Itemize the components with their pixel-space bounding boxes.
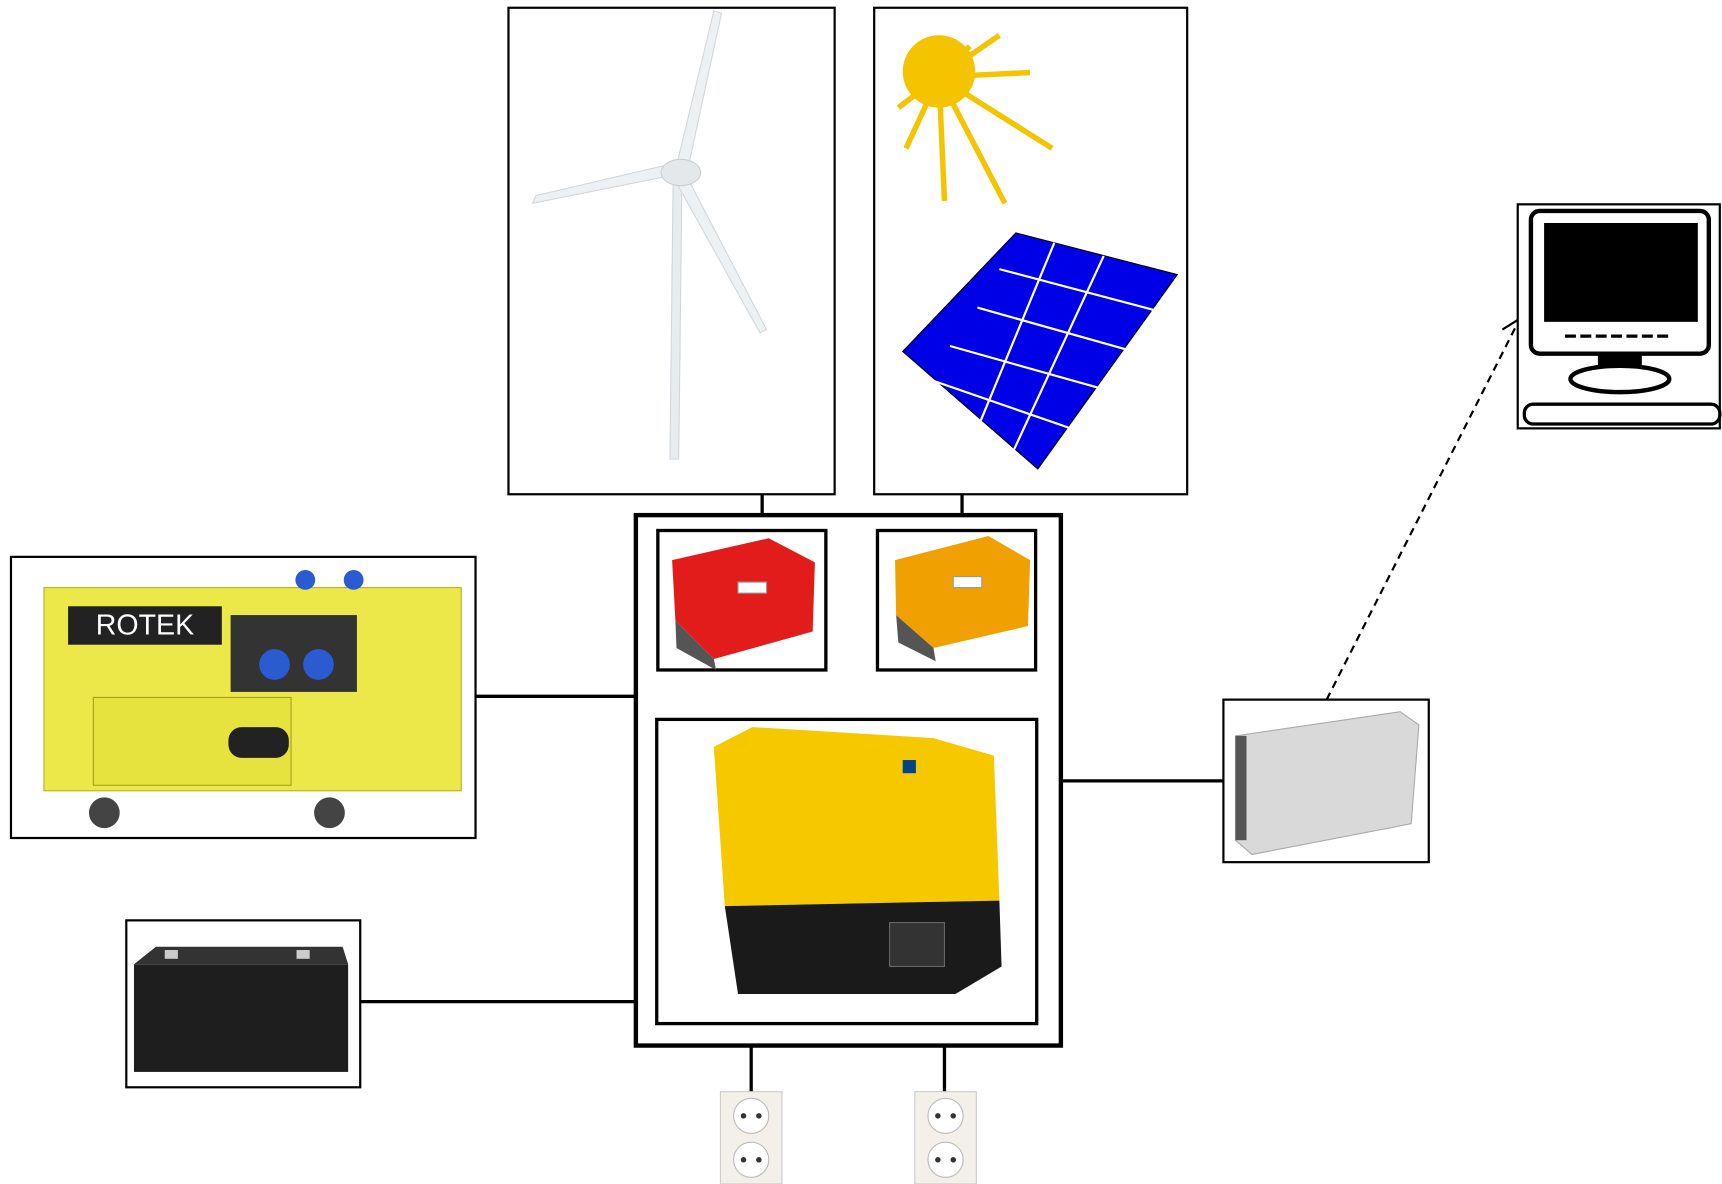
data-logger [1223, 700, 1428, 863]
computer [1518, 204, 1720, 428]
solar-panel [874, 8, 1187, 495]
system-diagram: ROTEK [0, 0, 1722, 1184]
power-socket [720, 1092, 782, 1184]
data-link-arrow [1327, 319, 1520, 700]
battery [126, 920, 360, 1087]
page: ROTEK (() [0, 0, 1722, 1184]
diesel-generator: ROTEK [11, 557, 476, 838]
wind-inverter [658, 531, 826, 670]
solar-inverter [877, 531, 1035, 670]
wind-turbine [508, 8, 834, 495]
power-socket [915, 1092, 977, 1184]
battery-inverter [657, 719, 1037, 1023]
generator-brand: ROTEK [96, 610, 194, 642]
